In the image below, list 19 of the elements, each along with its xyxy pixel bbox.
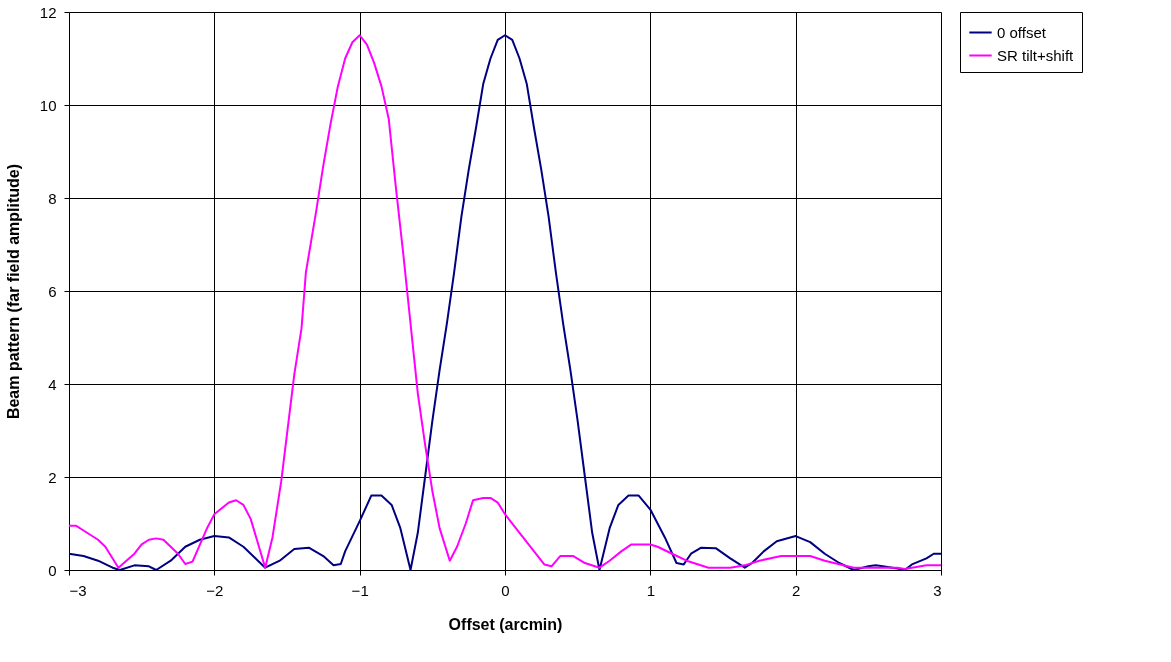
y-tick-label: 12 (39, 3, 57, 21)
y-tick-label: 0 (48, 561, 57, 579)
y-tick-label: 10 (39, 96, 57, 114)
x-tick-label: 1 (646, 581, 656, 599)
x-axis-title: Offset (arcmin) (448, 615, 563, 633)
legend-label: 0 offset (997, 23, 1047, 41)
x-tick-label: 0 (501, 581, 510, 599)
y-tick-label: 6 (48, 282, 57, 300)
y-tick-label: 4 (48, 375, 57, 393)
x-tick-label: −3 (69, 581, 87, 599)
x-tick-label: 3 (933, 581, 942, 599)
y-tick-label: 2 (48, 468, 57, 486)
x-tick-label: 2 (791, 581, 801, 599)
y-axis-title: Beam pattern (far field amplitude) (4, 163, 22, 420)
y-tick-label: 8 (48, 189, 57, 207)
line-series (68, 34, 942, 571)
x-tick-label: −1 (351, 581, 369, 599)
x-tick-label: −2 (206, 581, 224, 599)
legend-label: SR tilt+shift (997, 46, 1075, 64)
